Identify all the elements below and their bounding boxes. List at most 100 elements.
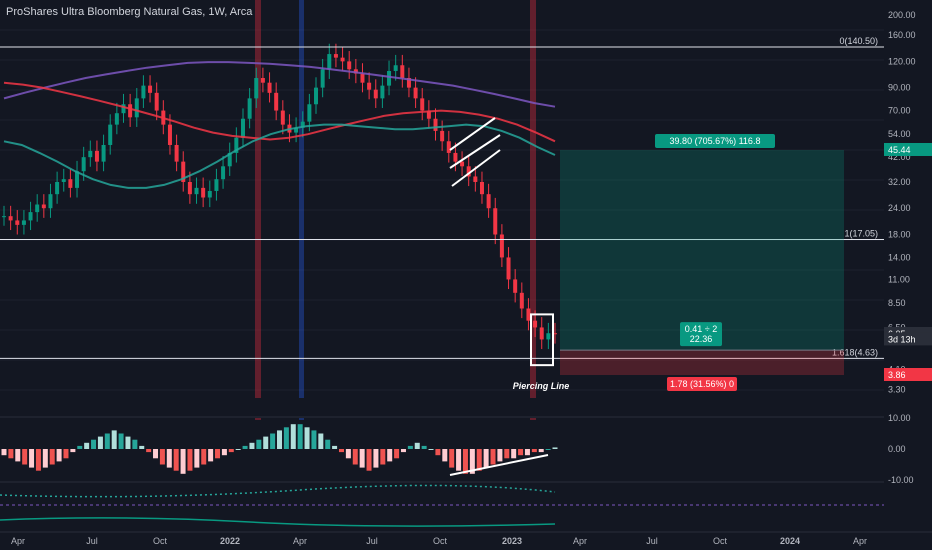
stop-label: 1.78 (31.56%) 0 <box>670 379 734 389</box>
candle-body <box>28 212 33 221</box>
candle-body <box>280 110 285 125</box>
price-badge <box>884 142 932 156</box>
oscillator-bar <box>97 436 103 449</box>
oscillator-bar <box>511 449 517 459</box>
oscillator-bar <box>483 449 489 468</box>
ratio-label: 0.41 ÷ 2 <box>685 324 717 334</box>
candle-body <box>486 194 491 209</box>
moving-average-line <box>3 123 556 189</box>
oscillator-bar <box>359 449 365 468</box>
price-badge-label: 3d 13h <box>888 334 916 344</box>
candle-body <box>294 127 299 133</box>
oscillator-bar <box>442 449 448 462</box>
candle-body <box>274 92 279 111</box>
y-tick-label: 42.00 <box>888 152 911 162</box>
candle-body <box>493 208 498 235</box>
candle-body <box>400 65 405 79</box>
oscillator-bar <box>256 439 262 449</box>
fib-level-label: 1.618(4.63) <box>832 347 878 357</box>
y-tick-label: 120.00 <box>888 56 916 66</box>
target-label-bg <box>655 133 775 148</box>
candle-body <box>367 82 372 90</box>
candle-body <box>333 54 338 58</box>
candle-body <box>181 161 186 182</box>
oscillator-bar <box>49 449 55 465</box>
y-tick-label: 8.50 <box>888 298 906 308</box>
oscillator-bar <box>91 439 97 449</box>
oscillator-bar <box>552 447 558 449</box>
pattern-line <box>449 134 501 169</box>
candle-body <box>134 98 139 118</box>
candle-body <box>114 113 119 125</box>
candle-body <box>513 279 518 293</box>
moving-average-line <box>3 81 556 143</box>
candle-body <box>141 85 146 99</box>
candle-body <box>41 204 46 209</box>
candle-body <box>227 152 232 167</box>
oscillator-bar <box>421 445 427 449</box>
candle-body <box>260 78 265 83</box>
candle-body <box>314 87 319 105</box>
candle-body <box>194 187 199 195</box>
fib-level-label: 0(140.50) <box>839 36 878 46</box>
x-tick-label: Oct <box>433 536 448 546</box>
oscillator-bar <box>242 445 248 449</box>
y-tick-label: 11.00 <box>888 274 910 284</box>
y-tick-label: 70.00 <box>888 106 911 116</box>
x-tick-label: Apr <box>11 536 25 546</box>
oscillator-bar <box>366 449 372 471</box>
candle-body <box>201 187 206 198</box>
oscillator-bar <box>263 436 269 449</box>
candle-body <box>440 130 445 142</box>
divergence-line <box>449 454 549 476</box>
candle-body <box>539 327 544 340</box>
candle-body <box>21 220 26 225</box>
piercing-line-box <box>530 313 554 367</box>
candle-body <box>360 73 365 83</box>
oscillator-bar <box>221 449 227 456</box>
candle-body <box>75 171 80 188</box>
oscillator-bar <box>449 449 455 468</box>
oscillator-bar <box>456 449 462 471</box>
candle-body <box>68 179 73 188</box>
oscillator-bar <box>352 449 358 465</box>
candle-body <box>519 292 524 309</box>
x-tick-label: 2024 <box>780 536 800 546</box>
oscillator-bar <box>139 445 145 449</box>
candle-body <box>473 176 478 182</box>
x-tick-label: Apr <box>853 536 867 546</box>
oscillator-bar <box>531 449 537 453</box>
oscillator-bar <box>1 449 7 456</box>
oscillator-bar <box>70 449 76 453</box>
candle-body <box>267 82 272 93</box>
oscillator-bar <box>283 427 289 449</box>
candle-body <box>35 204 40 213</box>
candle-body <box>426 110 431 119</box>
y-tick-label: 160.00 <box>888 30 916 40</box>
oscillator-bar <box>173 449 179 471</box>
oscillator-bar <box>290 424 296 449</box>
y-tick-label: 90.00 <box>888 83 911 93</box>
x-tick-label: Jul <box>366 536 378 546</box>
x-tick-label: Jul <box>646 536 658 546</box>
oscillator-bar <box>380 449 386 465</box>
chart-title: ProShares Ultra Bloomberg Natural Gas, 1… <box>6 6 253 18</box>
oscillator-bar <box>208 449 214 462</box>
candle-body <box>420 98 425 111</box>
y-tick-label: 14.00 <box>888 252 911 262</box>
annotation-piercing-line: Piercing Line <box>513 381 570 391</box>
oscillator-bar <box>311 430 317 449</box>
oscillator-tick-label: 0.00 <box>888 444 906 454</box>
candle-body <box>347 61 352 70</box>
oscillator-bar <box>414 442 420 449</box>
candle-body <box>187 181 192 195</box>
candle-body <box>154 92 159 111</box>
candle-body <box>413 87 418 99</box>
fib-level-label: 1(17.05) <box>844 228 878 238</box>
candle-body <box>234 137 239 153</box>
candle-body <box>221 166 226 180</box>
candle-body <box>81 157 86 172</box>
oscillator-bar <box>159 449 165 465</box>
candle-body <box>546 333 551 340</box>
